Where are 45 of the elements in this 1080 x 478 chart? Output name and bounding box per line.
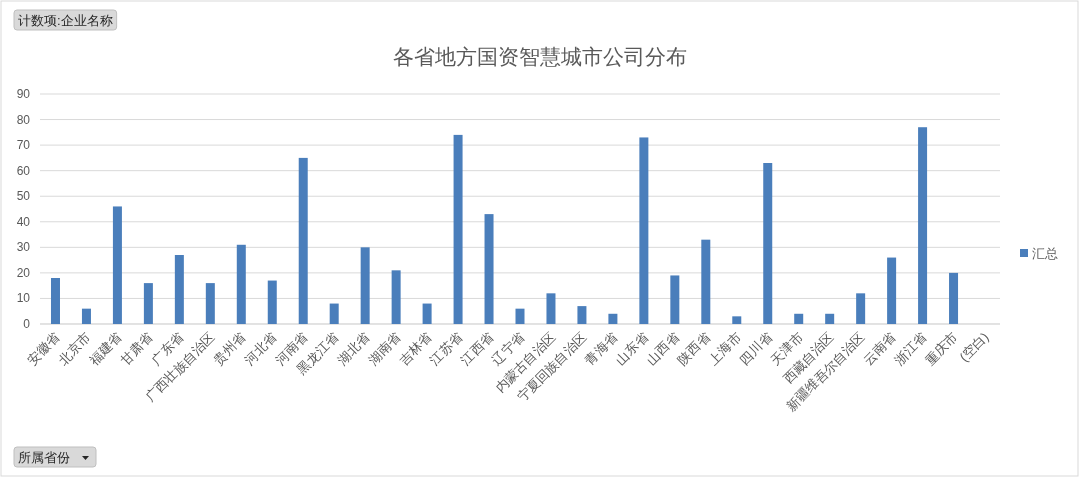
bar bbox=[546, 293, 556, 324]
bar bbox=[360, 247, 370, 324]
y-tick-label: 40 bbox=[16, 214, 31, 229]
bar bbox=[732, 316, 742, 324]
bar bbox=[174, 255, 184, 324]
y-tick-label: 0 bbox=[23, 317, 31, 331]
bar bbox=[701, 239, 711, 324]
bar bbox=[391, 270, 401, 324]
y-tick-label: 60 bbox=[16, 163, 31, 178]
bar bbox=[453, 134, 463, 324]
y-tick-label: 20 bbox=[16, 265, 31, 280]
bar bbox=[422, 303, 432, 324]
bar bbox=[81, 308, 91, 324]
bar bbox=[329, 303, 339, 324]
bar bbox=[205, 283, 215, 324]
chart-title: 各省地方国资智慧城市公司分布 bbox=[393, 45, 687, 68]
bar bbox=[298, 157, 308, 324]
bar bbox=[50, 278, 60, 324]
bar bbox=[143, 283, 153, 324]
y-tick-label: 70 bbox=[16, 138, 31, 153]
legend-label: 汇总 bbox=[1032, 246, 1058, 261]
x-tick-label: (空白) bbox=[956, 329, 992, 365]
bar bbox=[484, 214, 494, 324]
y-tick-label: 30 bbox=[16, 240, 31, 255]
bar bbox=[887, 257, 897, 324]
bar bbox=[577, 306, 587, 324]
bar bbox=[856, 293, 866, 324]
bar bbox=[763, 163, 773, 324]
y-tick-label: 10 bbox=[16, 291, 31, 306]
bar bbox=[236, 244, 246, 324]
bar bbox=[918, 127, 928, 324]
text: 所属省份 bbox=[18, 450, 70, 465]
bar bbox=[825, 313, 835, 324]
bar bbox=[794, 313, 804, 324]
y-tick-label: 80 bbox=[16, 112, 31, 127]
text: 计数项:企业名称 bbox=[18, 13, 113, 28]
bar bbox=[608, 313, 618, 324]
bar bbox=[670, 275, 680, 324]
bar bbox=[515, 308, 525, 324]
bar bbox=[639, 137, 649, 324]
bar bbox=[112, 206, 122, 324]
bar bbox=[267, 280, 277, 324]
bar bbox=[949, 272, 959, 324]
y-tick-label: 50 bbox=[16, 189, 31, 204]
y-tick-label: 90 bbox=[16, 87, 31, 101]
